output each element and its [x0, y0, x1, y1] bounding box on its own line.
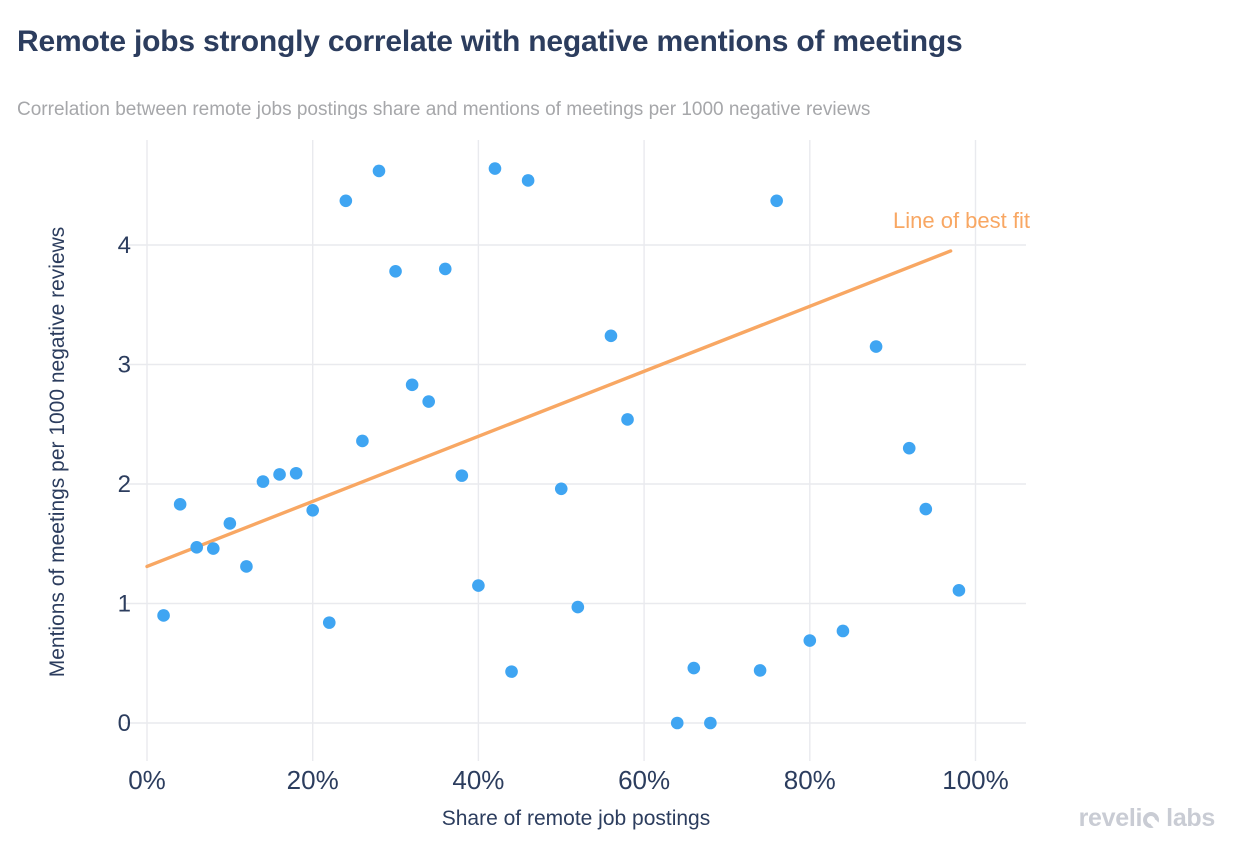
y-tick-label: 4 — [118, 232, 131, 259]
data-point — [836, 624, 850, 638]
logo-text-labs: labs — [1166, 804, 1215, 832]
y-tick-label: 0 — [118, 710, 131, 737]
y-tick-label: 1 — [118, 591, 131, 618]
x-tick-label: 20% — [287, 765, 339, 795]
data-point — [902, 441, 916, 455]
data-point — [190, 541, 204, 554]
data-point — [455, 469, 469, 482]
data-point — [289, 466, 303, 480]
data-point — [803, 634, 817, 647]
logo-text-revelio: reveli — [1078, 804, 1143, 832]
data-point — [240, 560, 253, 573]
data-point — [273, 468, 286, 481]
y-tick-label: 2 — [118, 471, 131, 498]
data-point — [521, 174, 535, 187]
x-tick-label: 40% — [452, 765, 504, 795]
data-point — [770, 194, 783, 208]
data-point — [256, 475, 270, 488]
data-point — [389, 264, 402, 278]
chart-subtitle: Correlation between remote jobs postings… — [17, 99, 871, 120]
data-point — [438, 262, 452, 276]
data-point — [356, 434, 369, 448]
data-point — [157, 609, 170, 622]
data-point — [604, 329, 618, 343]
data-point — [670, 716, 684, 730]
data-point — [372, 164, 386, 178]
best-fit-label: Line of best fit — [893, 208, 1030, 233]
data-point — [206, 542, 220, 555]
data-point — [322, 616, 336, 629]
data-point — [621, 413, 634, 426]
data-point — [869, 340, 883, 353]
x-axis-title: Share of remote job postings — [441, 807, 711, 830]
data-point — [704, 716, 717, 730]
data-point — [488, 162, 502, 175]
data-point — [919, 502, 933, 516]
data-point — [753, 664, 767, 677]
data-point — [472, 579, 485, 592]
y-axis-title: Mentions of meetings per 1000 negative r… — [46, 226, 69, 678]
data-point — [505, 665, 518, 678]
x-tick-label: 60% — [618, 765, 670, 795]
x-tick-label: 80% — [784, 765, 836, 795]
best-fit-line — [145, 249, 953, 569]
data-point — [405, 378, 419, 392]
x-tick-label: 100% — [942, 765, 1009, 795]
data-point — [687, 661, 701, 675]
y-tick-label: 3 — [118, 352, 131, 379]
data-point — [952, 584, 966, 597]
data-point — [306, 503, 320, 517]
data-point — [339, 194, 353, 208]
data-point — [571, 600, 585, 614]
data-point — [223, 517, 237, 530]
revelio-labs-logo: reveli labs — [1078, 804, 1216, 833]
data-point — [554, 482, 568, 496]
x-tick-label: 0% — [128, 765, 166, 795]
data-point — [173, 498, 187, 511]
logo-o-icon — [1143, 811, 1160, 828]
chart-title: Remote jobs strongly correlate with nega… — [17, 25, 963, 58]
data-point — [422, 395, 435, 408]
